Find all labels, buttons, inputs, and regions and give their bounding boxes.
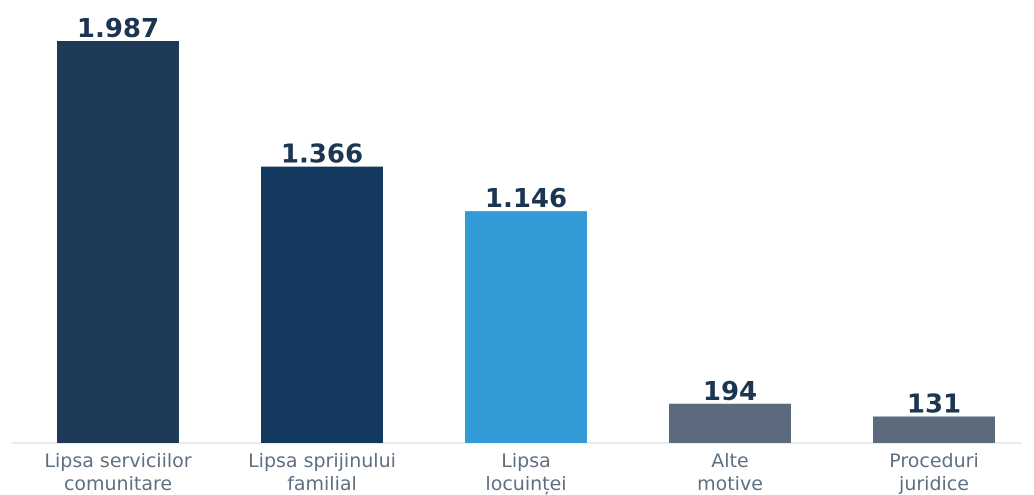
tick-label-line: comunitare xyxy=(64,473,172,495)
tick-label-line: Lipsa xyxy=(501,450,550,472)
tick-label-line: Proceduri xyxy=(889,450,978,472)
tick-label-line: Alte xyxy=(711,450,748,472)
tick-label-line: Lipsa serviciilor xyxy=(44,450,191,472)
tick-label-line: juridice xyxy=(898,473,969,495)
tick-label-line: motive xyxy=(697,473,763,495)
value-label-3: 1.146 xyxy=(485,184,567,214)
tick-label-5: Proceduri juridice xyxy=(889,450,978,495)
value-label-4: 194 xyxy=(703,377,757,407)
bar-1 xyxy=(57,41,179,443)
bar-5 xyxy=(873,416,995,443)
tick-label-2: Lipsa sprijinului familial xyxy=(248,450,396,495)
tick-label-1: Lipsa serviciilor comunitare xyxy=(44,450,191,495)
tick-label-line: Lipsa sprijinului xyxy=(248,450,396,472)
value-label-2: 1.366 xyxy=(281,140,363,170)
bars-layer xyxy=(57,41,995,444)
value-label-1: 1.987 xyxy=(77,14,159,44)
value-label-5: 131 xyxy=(907,389,961,419)
tick-label-line: locuinței xyxy=(485,473,566,495)
bar-4 xyxy=(669,403,791,443)
tick-labels-layer: Lipsa serviciilor comunitare Lipsa sprijin… xyxy=(44,450,978,495)
tick-label-4: Alte motive xyxy=(697,450,763,495)
bar-2 xyxy=(261,166,383,444)
tick-label-line: familial xyxy=(287,473,357,495)
tick-label-3: Lipsa locuinței xyxy=(485,450,566,495)
value-labels-layer: 1.987 1.366 1.146 194 131 xyxy=(77,14,961,419)
bar-3 xyxy=(465,211,587,443)
